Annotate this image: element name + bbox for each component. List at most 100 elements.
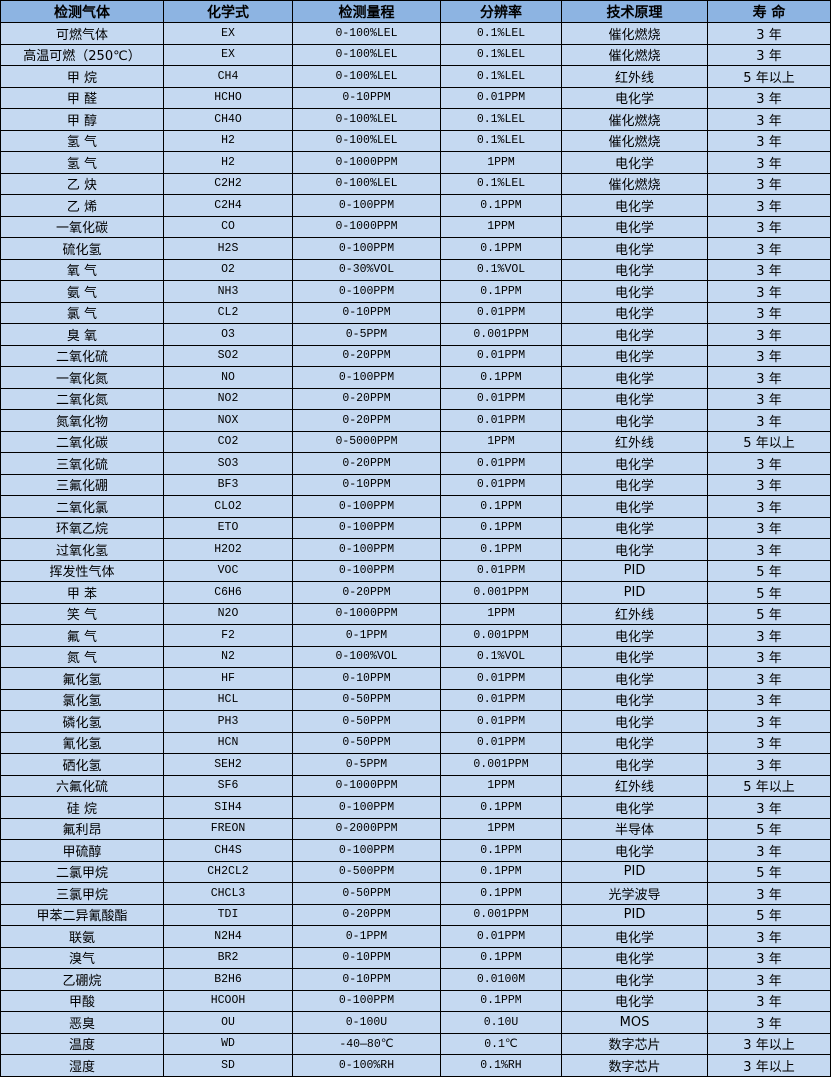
cell-lifespan: 3 年 — [707, 925, 831, 948]
cell-resolution: 0.1PPM — [440, 280, 562, 303]
cell-range: 0-2000PPM — [292, 817, 441, 840]
cell-lifespan: 3 年 — [707, 452, 831, 475]
cell-range: 0-100%LEL — [292, 108, 441, 131]
cell-formula: BF3 — [163, 473, 293, 496]
table-row: 联氨 N2H4 0-1PPM 0.01PPM 电化学 3 年 — [0, 925, 831, 948]
cell-lifespan: 3 年 — [707, 946, 831, 969]
cell-principle: 电化学 — [561, 796, 708, 819]
cell-formula: FREON — [163, 817, 293, 840]
cell-principle: 电化学 — [561, 495, 708, 518]
cell-gas: 硒化氢 — [0, 753, 164, 776]
cell-principle: PID — [561, 860, 708, 883]
cell-principle: 数字芯片 — [561, 1054, 708, 1077]
cell-formula: SO3 — [163, 452, 293, 475]
cell-gas: 二氯甲烷 — [0, 860, 164, 883]
cell-lifespan: 3 年 — [707, 108, 831, 131]
cell-formula: SIH4 — [163, 796, 293, 819]
cell-range: 0-100PPM — [292, 839, 441, 862]
table-row: 甲酸 HCOOH 0-100PPM 0.1PPM 电化学 3 年 — [0, 989, 831, 1012]
cell-gas: 乙 烯 — [0, 194, 164, 217]
cell-formula: SO2 — [163, 344, 293, 367]
cell-formula: HCOOH — [163, 989, 293, 1012]
table-row: 过氧化氢 H2O2 0-100PPM 0.1PPM 电化学 3 年 — [0, 538, 831, 561]
table-row: 三氧化硫 SO3 0-20PPM 0.01PPM 电化学 3 年 — [0, 452, 831, 475]
cell-resolution: 1PPM — [440, 602, 562, 625]
cell-formula: CLO2 — [163, 495, 293, 518]
table-row: 二氧化氯 CLO2 0-100PPM 0.1PPM 电化学 3 年 — [0, 495, 831, 518]
cell-formula: EX — [163, 43, 293, 66]
cell-gas: 温度 — [0, 1032, 164, 1055]
cell-resolution: 0.01PPM — [440, 387, 562, 410]
cell-gas: 挥发性气体 — [0, 559, 164, 582]
cell-resolution: 0.1PPM — [440, 495, 562, 518]
cell-formula: SD — [163, 1054, 293, 1077]
cell-formula: SEH2 — [163, 753, 293, 776]
cell-formula: HCN — [163, 731, 293, 754]
cell-range: -40—80℃ — [292, 1032, 441, 1055]
cell-range: 0-50PPM — [292, 688, 441, 711]
cell-principle: 电化学 — [561, 151, 708, 174]
cell-gas: 氰化氢 — [0, 731, 164, 754]
table-row: 二氧化氮 NO2 0-20PPM 0.01PPM 电化学 3 年 — [0, 387, 831, 410]
cell-principle: 催化燃烧 — [561, 22, 708, 45]
table-row: 氮氧化物 NOX 0-20PPM 0.01PPM 电化学 3 年 — [0, 409, 831, 432]
cell-lifespan: 3 年 — [707, 516, 831, 539]
cell-formula: F2 — [163, 624, 293, 647]
cell-formula: OU — [163, 1011, 293, 1034]
table-row: 甲 苯 C6H6 0-20PPM 0.001PPM PID 5 年 — [0, 581, 831, 604]
cell-resolution: 0.001PPM — [440, 753, 562, 776]
cell-range: 0-5PPM — [292, 753, 441, 776]
table-row: 恶臭 OU 0-100U 0.10U MOS 3 年 — [0, 1011, 831, 1034]
cell-resolution: 0.01PPM — [440, 925, 562, 948]
cell-principle: 红外线 — [561, 65, 708, 88]
cell-gas: 三氧化硫 — [0, 452, 164, 475]
cell-range: 0-20PPM — [292, 452, 441, 475]
table-row: 挥发性气体 VOC 0-100PPM 0.01PPM PID 5 年 — [0, 559, 831, 582]
cell-lifespan: 3 年 — [707, 796, 831, 819]
cell-formula: CH4 — [163, 65, 293, 88]
cell-range: 0-50PPM — [292, 882, 441, 905]
cell-gas: 甲 烷 — [0, 65, 164, 88]
cell-formula: CO — [163, 215, 293, 238]
cell-resolution: 0.01PPM — [440, 301, 562, 324]
cell-resolution: 0.1%LEL — [440, 65, 562, 88]
cell-gas: 氨 气 — [0, 280, 164, 303]
cell-formula: B2H6 — [163, 968, 293, 991]
cell-resolution: 0.01PPM — [440, 452, 562, 475]
header-range: 检测量程 — [292, 0, 441, 23]
table-row: 氢 气 H2 0-1000PPM 1PPM 电化学 3 年 — [0, 151, 831, 174]
cell-principle: 数字芯片 — [561, 1032, 708, 1055]
table-row: 乙硼烷 B2H6 0-10PPM 0.0100M 电化学 3 年 — [0, 968, 831, 991]
cell-lifespan: 3 年以上 — [707, 1032, 831, 1055]
cell-range: 0-20PPM — [292, 344, 441, 367]
cell-principle: 电化学 — [561, 710, 708, 733]
cell-range: 0-1000PPM — [292, 774, 441, 797]
cell-lifespan: 3 年 — [707, 172, 831, 195]
cell-lifespan: 5 年 — [707, 817, 831, 840]
cell-principle: 电化学 — [561, 387, 708, 410]
cell-resolution: 0.001PPM — [440, 903, 562, 926]
cell-range: 0-100%LEL — [292, 22, 441, 45]
table-row: 乙 烯 C2H4 0-100PPM 0.1PPM 电化学 3 年 — [0, 194, 831, 217]
cell-gas: 氢 气 — [0, 129, 164, 152]
cell-range: 0-100%LEL — [292, 65, 441, 88]
cell-lifespan: 5 年以上 — [707, 65, 831, 88]
cell-resolution: 0.1%VOL — [440, 645, 562, 668]
cell-gas: 六氟化硫 — [0, 774, 164, 797]
cell-lifespan: 5 年以上 — [707, 430, 831, 453]
cell-principle: 电化学 — [561, 645, 708, 668]
cell-lifespan: 3 年 — [707, 667, 831, 690]
cell-lifespan: 3 年 — [707, 753, 831, 776]
cell-principle: 电化学 — [561, 667, 708, 690]
cell-formula: HCHO — [163, 86, 293, 109]
cell-resolution: 0.01PPM — [440, 344, 562, 367]
cell-gas: 硅 烷 — [0, 796, 164, 819]
table-row: 三氟化硼 BF3 0-10PPM 0.01PPM 电化学 3 年 — [0, 473, 831, 496]
cell-resolution: 0.1PPM — [440, 194, 562, 217]
cell-resolution: 0.1%LEL — [440, 129, 562, 152]
cell-resolution: 0.1%RH — [440, 1054, 562, 1077]
cell-gas: 氧 气 — [0, 258, 164, 281]
cell-range: 0-100PPM — [292, 280, 441, 303]
table-row: 环氧乙烷 ETO 0-100PPM 0.1PPM 电化学 3 年 — [0, 516, 831, 539]
